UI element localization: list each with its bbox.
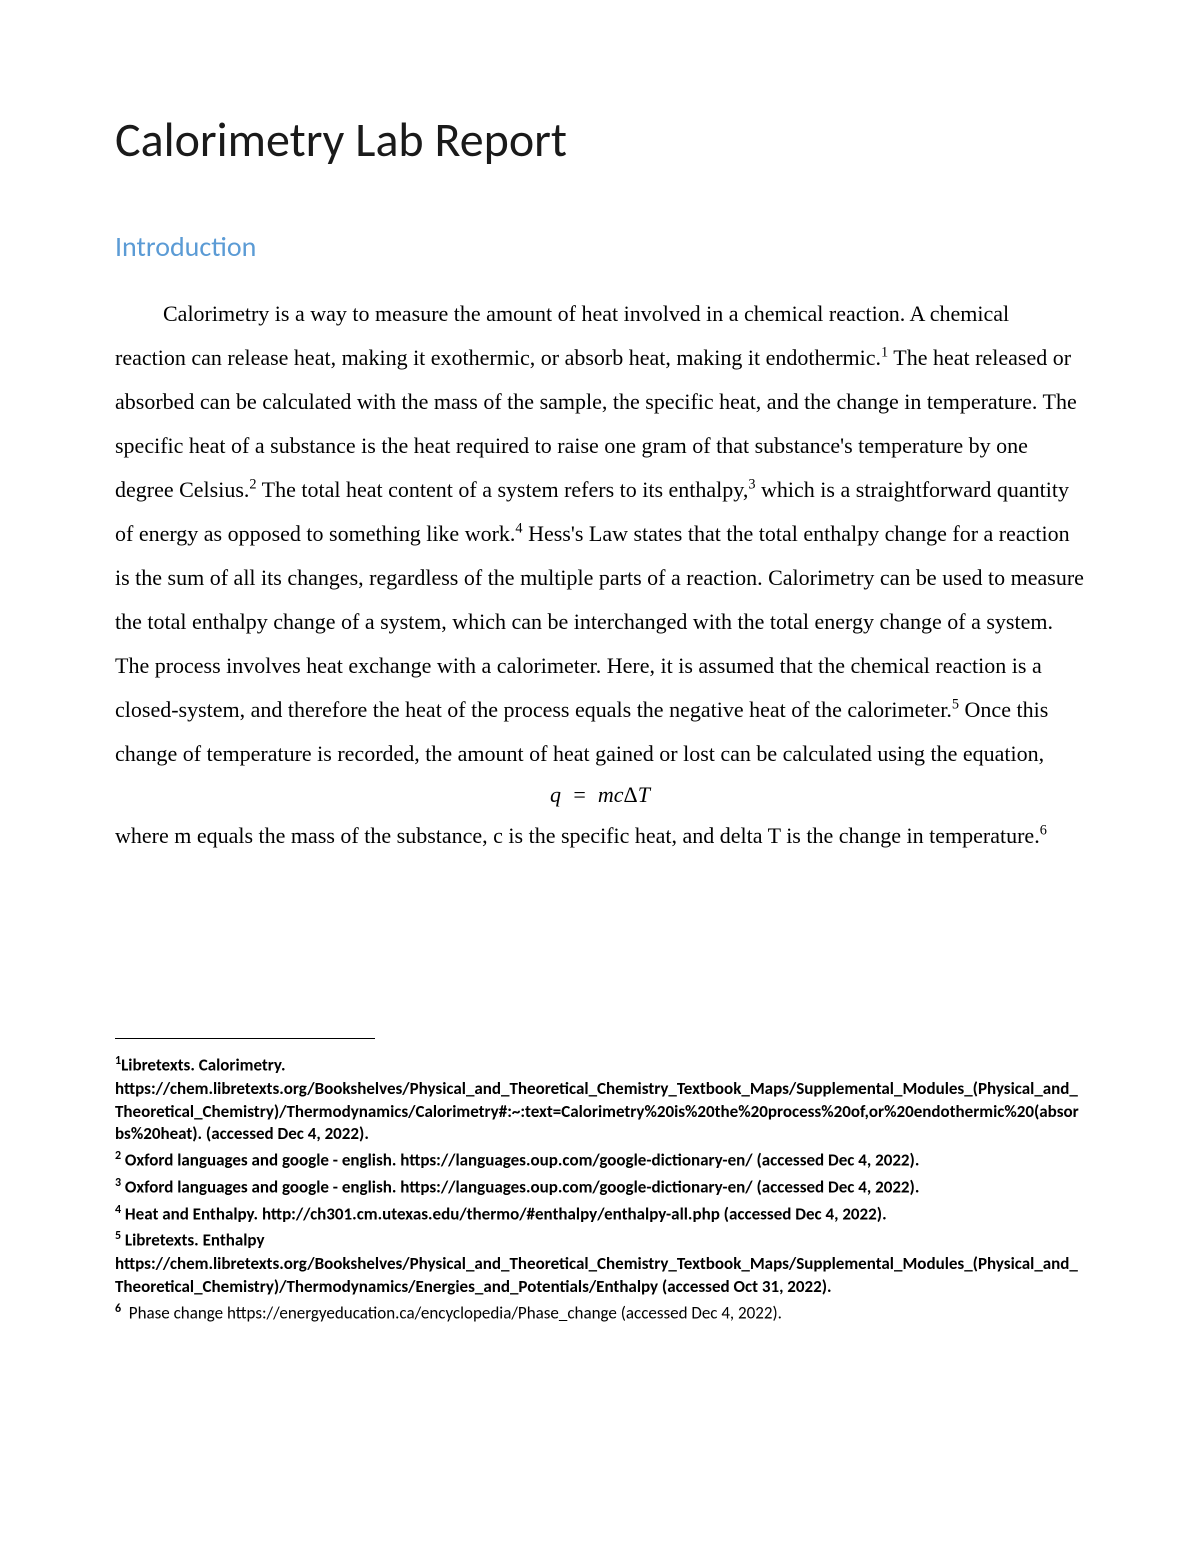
- footnotes-block: 1Libretexts. Calorimetry. https://chem.l…: [115, 1053, 1085, 1325]
- footnote-separator: [115, 1038, 375, 1039]
- document-page: Calorimetry Lab Report Introduction Calo…: [0, 0, 1200, 1553]
- footnote-2: 2 Oxford languages and google - english.…: [115, 1148, 1085, 1173]
- footnote-3: 3 Oxford languages and google - english.…: [115, 1175, 1085, 1200]
- section-heading-introduction: Introduction: [115, 229, 1085, 264]
- footnote-1: 1Libretexts. Calorimetry. https://chem.l…: [115, 1053, 1085, 1146]
- intro-paragraph-2: where m equals the mass of the substance…: [115, 814, 1085, 858]
- equation-heat: q = mcΔT: [115, 782, 1085, 808]
- footnote-6: 6 Phase change https://energyeducation.c…: [115, 1301, 1085, 1326]
- footnote-5: 5 Libretexts. Enthalpy https://chem.libr…: [115, 1228, 1085, 1298]
- intro-paragraph-1: Calorimetry is a way to measure the amou…: [115, 292, 1085, 776]
- page-title: Calorimetry Lab Report: [115, 110, 1085, 169]
- footnote-4: 4 Heat and Enthalpy. http://ch301.cm.ute…: [115, 1202, 1085, 1227]
